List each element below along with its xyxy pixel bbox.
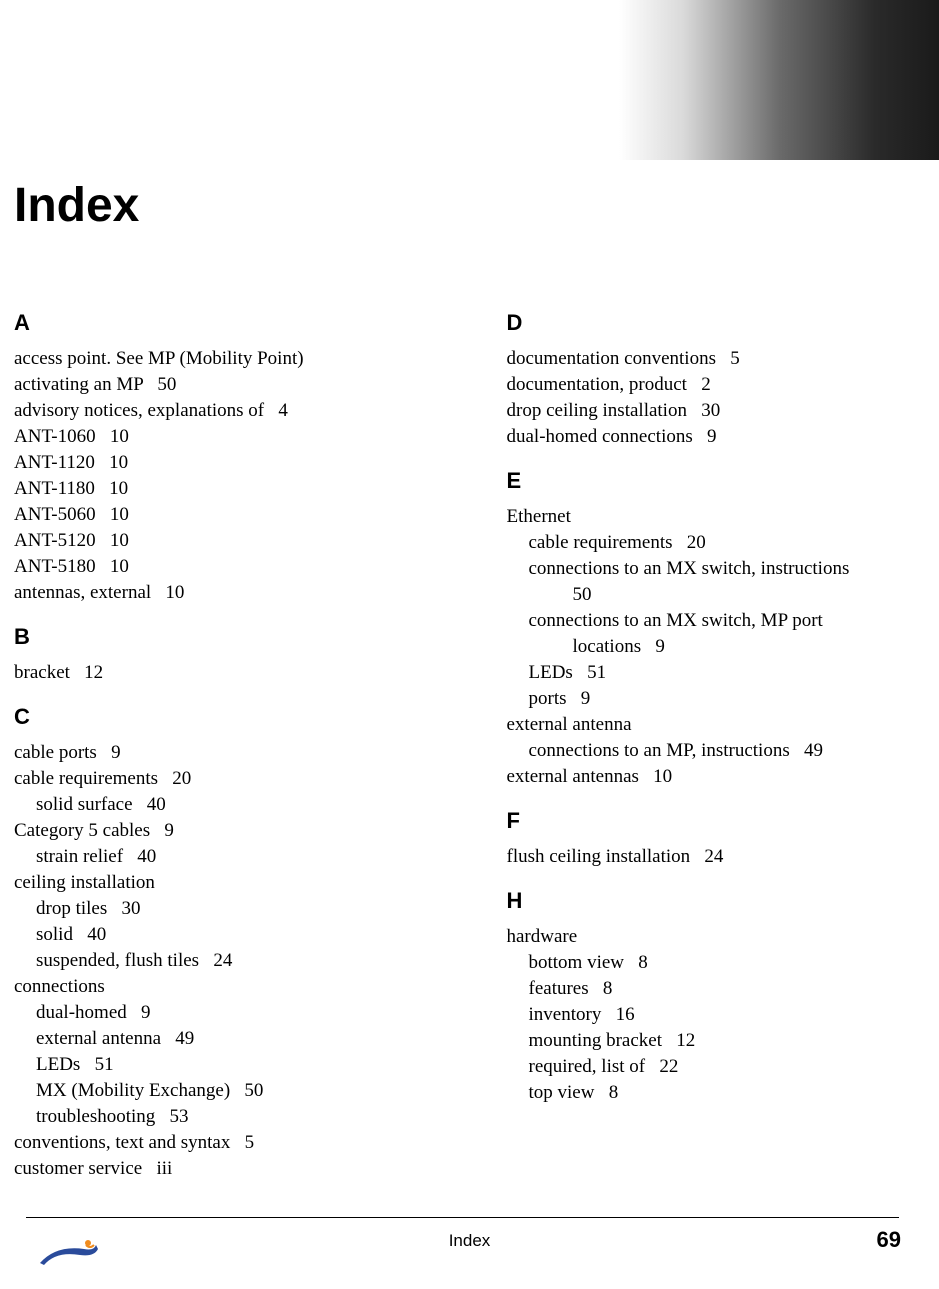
index-entry: LEDs 51 — [14, 1052, 407, 1078]
index-entry: drop ceiling installation 30 — [507, 398, 900, 424]
index-entry: drop tiles 30 — [14, 896, 407, 922]
index-entry: bottom view 8 — [507, 950, 900, 976]
index-entry: solid 40 — [14, 922, 407, 948]
index-entry: bracket 12 — [14, 660, 407, 686]
page-title: Index — [14, 178, 139, 233]
index-column-right: Ddocumentation conventions 5documentatio… — [507, 310, 900, 1182]
index-entry: ANT-1120 10 — [14, 450, 407, 476]
index-entry: features 8 — [507, 976, 900, 1002]
index-entry: MX (Mobility Exchange) 50 — [14, 1078, 407, 1104]
index-entry: ANT-1180 10 — [14, 476, 407, 502]
index-entry: 50 — [507, 582, 900, 608]
index-entry: cable ports 9 — [14, 740, 407, 766]
section-heading: A — [14, 310, 407, 336]
index-entry: troubleshooting 53 — [14, 1104, 407, 1130]
index-entry: documentation, product 2 — [507, 372, 900, 398]
index-entry: customer service iii — [14, 1156, 407, 1182]
index-entry: suspended, flush tiles 24 — [14, 948, 407, 974]
section-heading: D — [507, 310, 900, 336]
index-entry: advisory notices, explanations of 4 — [14, 398, 407, 424]
index-entry: connections to an MX switch, instruction… — [507, 556, 900, 582]
brand-logo-icon — [36, 1235, 106, 1271]
index-columns: Aaccess point. See MP (Mobility Point)ac… — [14, 310, 899, 1182]
index-entry: Ethernet — [507, 504, 900, 530]
index-entry: external antennas 10 — [507, 764, 900, 790]
index-entry: Category 5 cables 9 — [14, 818, 407, 844]
footer-label: Index — [0, 1231, 939, 1251]
header-gradient — [619, 0, 939, 160]
section-heading: H — [507, 888, 900, 914]
section-heading: F — [507, 808, 900, 834]
index-entry: documentation conventions 5 — [507, 346, 900, 372]
index-entry: connections to an MX switch, MP port — [507, 608, 900, 634]
index-entry: strain relief 40 — [14, 844, 407, 870]
index-entry: ANT-5180 10 — [14, 554, 407, 580]
index-entry: ports 9 — [507, 686, 900, 712]
index-entry: LEDs 51 — [507, 660, 900, 686]
index-entry: access point. See MP (Mobility Point) — [14, 346, 407, 372]
section-heading: E — [507, 468, 900, 494]
index-entry: cable requirements 20 — [507, 530, 900, 556]
index-entry: activating an MP 50 — [14, 372, 407, 398]
index-entry: antennas, external 10 — [14, 580, 407, 606]
index-entry: conventions, text and syntax 5 — [14, 1130, 407, 1156]
index-entry: dual-homed 9 — [14, 1000, 407, 1026]
section-heading: B — [14, 624, 407, 650]
index-entry: ceiling installation — [14, 870, 407, 896]
index-entry: dual-homed connections 9 — [507, 424, 900, 450]
footer-rule — [26, 1217, 899, 1218]
index-entry: mounting bracket 12 — [507, 1028, 900, 1054]
index-entry: cable requirements 20 — [14, 766, 407, 792]
index-entry: connections to an MP, instructions 49 — [507, 738, 900, 764]
index-entry: top view 8 — [507, 1080, 900, 1106]
index-column-left: Aaccess point. See MP (Mobility Point)ac… — [14, 310, 407, 1182]
index-entry: inventory 16 — [507, 1002, 900, 1028]
index-entry: flush ceiling installation 24 — [507, 844, 900, 870]
index-entry: solid surface 40 — [14, 792, 407, 818]
index-entry: external antenna 49 — [14, 1026, 407, 1052]
index-entry: ANT-5060 10 — [14, 502, 407, 528]
index-entry: connections — [14, 974, 407, 1000]
index-entry: hardware — [507, 924, 900, 950]
section-heading: C — [14, 704, 407, 730]
index-entry: ANT-5120 10 — [14, 528, 407, 554]
page-footer: Index 69 — [0, 1217, 939, 1263]
index-entry: ANT-1060 10 — [14, 424, 407, 450]
index-entry: external antenna — [507, 712, 900, 738]
page-number: 69 — [877, 1227, 901, 1253]
index-entry: locations 9 — [507, 634, 900, 660]
index-entry: required, list of 22 — [507, 1054, 900, 1080]
